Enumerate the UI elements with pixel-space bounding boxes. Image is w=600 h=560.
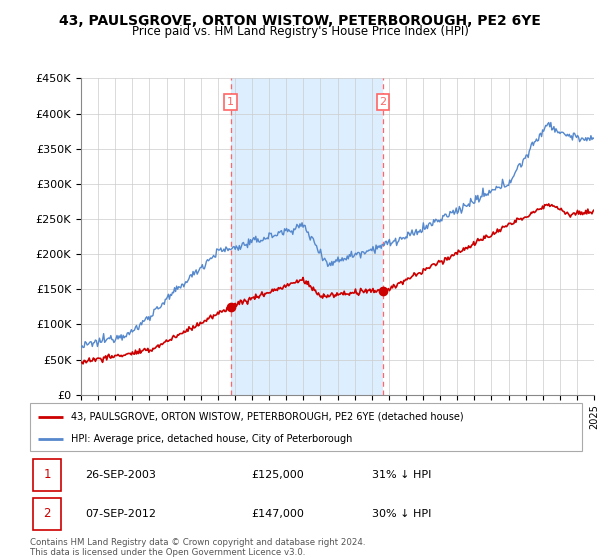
Text: Contains HM Land Registry data © Crown copyright and database right 2024.
This d: Contains HM Land Registry data © Crown c… [30, 538, 365, 557]
Text: 07-SEP-2012: 07-SEP-2012 [85, 509, 156, 519]
Text: 1: 1 [43, 468, 51, 481]
Bar [33, 498, 61, 530]
Bar [33, 459, 61, 491]
Text: 1: 1 [227, 97, 234, 107]
Text: 30% ↓ HPI: 30% ↓ HPI [372, 509, 431, 519]
Bar [230, 78, 383, 395]
Text: Price paid vs. HM Land Registry's House Price Index (HPI): Price paid vs. HM Land Registry's House … [131, 25, 469, 38]
Text: 2: 2 [43, 507, 51, 520]
Text: 26-SEP-2003: 26-SEP-2003 [85, 470, 156, 479]
Text: 43, PAULSGROVE, ORTON WISTOW, PETERBOROUGH, PE2 6YE (detached house): 43, PAULSGROVE, ORTON WISTOW, PETERBOROU… [71, 412, 464, 422]
Text: £125,000: £125,000 [251, 470, 304, 479]
Text: 2: 2 [380, 97, 387, 107]
Text: 43, PAULSGROVE, ORTON WISTOW, PETERBOROUGH, PE2 6YE: 43, PAULSGROVE, ORTON WISTOW, PETERBOROU… [59, 14, 541, 28]
Text: 31% ↓ HPI: 31% ↓ HPI [372, 470, 431, 479]
Text: HPI: Average price, detached house, City of Peterborough: HPI: Average price, detached house, City… [71, 434, 353, 444]
Text: £147,000: £147,000 [251, 509, 304, 519]
